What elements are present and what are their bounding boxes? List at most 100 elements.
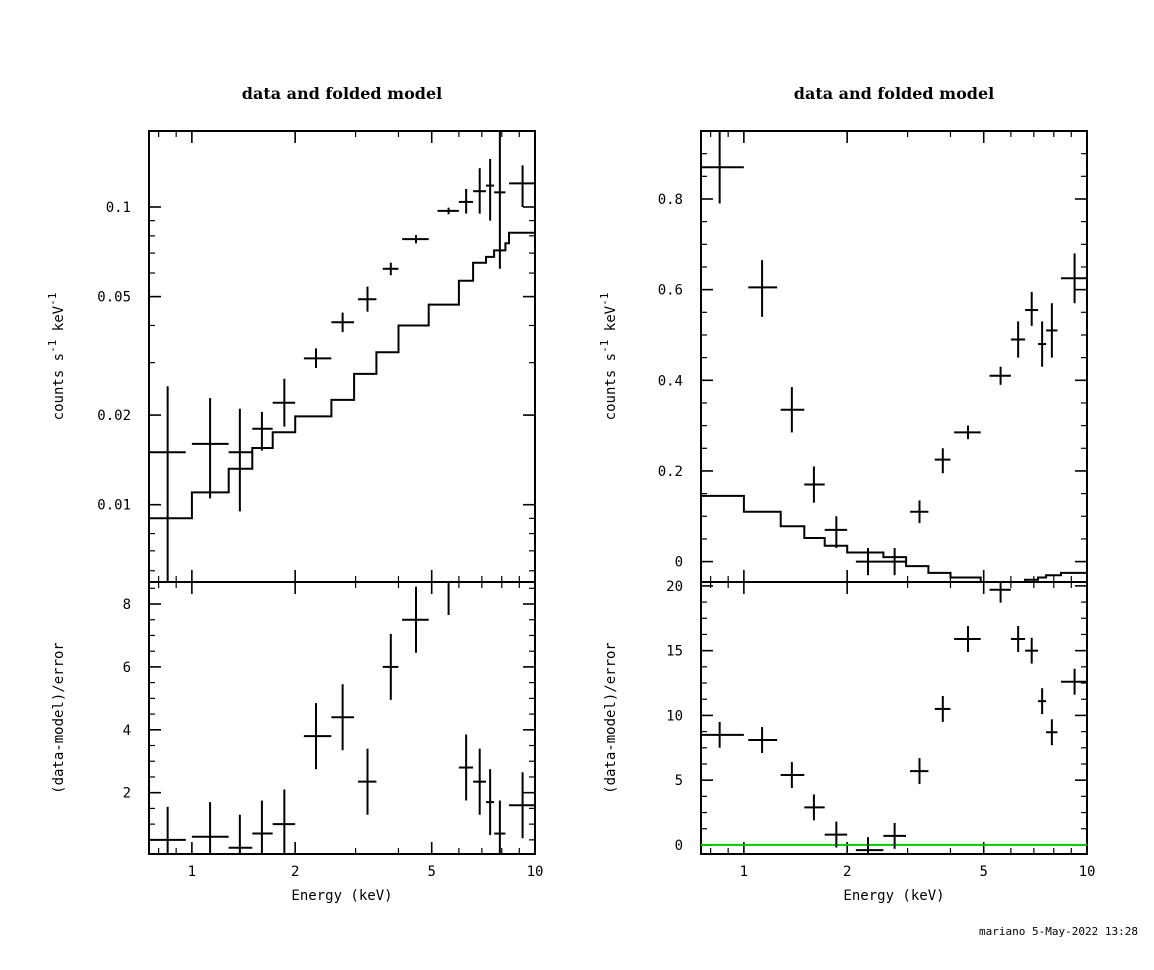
left-top-data-point <box>494 131 506 269</box>
left-bottom-xtick-label: 10 <box>527 864 544 880</box>
right-top-data-point <box>748 260 778 317</box>
left-bottom-data-point <box>149 806 186 854</box>
right-top-data-point <box>855 548 884 576</box>
right-bottom-xtick-label: 1 <box>740 864 748 880</box>
right-top-data-point <box>1010 321 1026 358</box>
right-bottom-data-point <box>780 762 805 788</box>
left-bottom-ytick-label: 2 <box>123 786 131 802</box>
left-top-data-point <box>303 348 332 368</box>
left-bottom-data-point <box>191 802 229 854</box>
left-bottom-data-point <box>509 772 535 839</box>
left-bottom-xtick-label: 5 <box>427 864 435 880</box>
right-bottom-data-point <box>824 821 848 848</box>
right-bottom-data-point <box>1025 637 1039 664</box>
right-bottom-data-point <box>910 758 929 785</box>
right-bottom-xtick-label: 5 <box>979 864 987 880</box>
right-bottom-data-point <box>1046 719 1058 746</box>
right-bottom-ytick-label: 0 <box>675 838 683 854</box>
right-bottom-data-point <box>883 822 907 849</box>
left-top-ylabel: counts s-1 keV-1 <box>46 293 67 421</box>
right-bottom-frame <box>700 581 1088 855</box>
right-bottom-data-point <box>855 837 884 854</box>
left-bottom-data-point <box>494 800 506 854</box>
left-bottom-data-point <box>382 633 399 700</box>
left-top-data-point <box>382 262 399 276</box>
left-top-data-point <box>437 207 459 215</box>
right-bottom-ylabel: (data-model)/error <box>603 642 619 794</box>
right-top-data-point <box>824 516 848 549</box>
left-bottom-ytick-label: 8 <box>123 597 131 613</box>
left-bottom-xlabel: Energy (keV) <box>291 888 392 904</box>
right-top-data-point <box>954 425 981 440</box>
left-top-data-point <box>252 411 273 451</box>
right-top-frame <box>700 130 1088 583</box>
left-top-data-point <box>331 312 355 333</box>
footer-stamp: mariano 5-May-2022 13:28 <box>979 925 1138 938</box>
left-bottom-xtick-label: 2 <box>291 864 299 880</box>
left-top-frame <box>148 130 536 583</box>
left-bottom-data-point <box>272 789 296 854</box>
right-bottom-data-point <box>1061 668 1087 695</box>
left-bottom-data-point <box>486 769 495 836</box>
left-bottom-panel: 1 2 5 10 2 4 6 8 Energy (keV) (data-model)/error <box>51 581 544 904</box>
right-bottom-data-point <box>701 721 744 748</box>
left-top-data-point <box>358 286 377 312</box>
left-bottom-data-point <box>358 748 377 815</box>
right-bottom-ytick-label: 20 <box>666 579 683 595</box>
left-bottom-ytick-label: 6 <box>123 660 131 676</box>
right-top-data-point <box>1061 253 1087 304</box>
right-bottom-data-point <box>1010 626 1026 652</box>
right-top-ytick-label: 0.4 <box>658 373 683 389</box>
right-top-data-point <box>780 387 805 433</box>
right-top-ytick-label: 0.6 <box>658 283 683 299</box>
right-top-model-curve <box>701 494 1087 583</box>
right-top-data-point <box>883 548 907 576</box>
right-bottom-xtick-label: 2 <box>843 864 851 880</box>
right-top-data-point <box>989 366 1011 385</box>
left-bottom-data-point <box>473 748 487 815</box>
right-top-data-point <box>1025 291 1039 326</box>
left-top-data-point <box>191 398 229 499</box>
left-top-data-point <box>473 168 487 214</box>
right-bottom-data-point <box>804 794 825 821</box>
left-bottom-data-point <box>331 684 355 751</box>
left-bottom-data-point <box>402 586 429 653</box>
right-top-data-point <box>701 131 744 204</box>
left-bottom-xtick-label: 1 <box>188 864 196 880</box>
left-bottom-data-point <box>458 734 474 801</box>
left-top-ytick-label: 0.1 <box>106 200 131 216</box>
right-top-panel: 0 0.2 0.4 0.6 0.8 data and folded model counts… <box>598 84 1088 583</box>
left-top-data-point <box>486 158 495 221</box>
left-top-ytick-label: 0.02 <box>97 408 131 424</box>
left-top-data-point <box>458 188 474 214</box>
left-top-panel: 0.01 0.02 0.05 0.1 data and folded model coun… <box>46 84 536 583</box>
left-bottom-ylabel: (data-model)/error <box>51 642 67 794</box>
right-top-ytick-label: 0.8 <box>658 192 683 208</box>
right-bottom-data-point <box>989 582 1011 603</box>
right-top-data-point <box>1038 321 1047 367</box>
left-top-data-point <box>402 235 429 244</box>
right-top-ytick-label: 0.2 <box>658 464 683 480</box>
right-top-data-point <box>1046 303 1058 358</box>
left-top-model-curve <box>149 231 535 520</box>
left-bottom-data-point <box>303 703 332 770</box>
left-top-data-point <box>272 378 296 427</box>
left-bottom-frame <box>148 581 536 855</box>
right-top-data-point <box>934 448 951 474</box>
right-bottom-data-point <box>934 695 951 722</box>
right-bottom-data-point <box>954 626 981 652</box>
right-bottom-ytick-label: 5 <box>675 773 683 789</box>
right-bottom-panel: 1 2 5 10 0 5 10 15 20 Energy (keV) (data-model)/er… <box>603 579 1095 904</box>
left-bottom-data-point <box>228 814 253 854</box>
right-top-title: data and folded model <box>794 84 994 103</box>
left-top-data-point <box>149 386 186 582</box>
left-top-data-point <box>509 165 535 207</box>
right-top-data-point <box>910 500 929 524</box>
right-top-data-point <box>804 466 825 503</box>
right-top-ylabel: counts s-1 keV-1 <box>598 293 619 421</box>
right-bottom-data-point <box>1038 688 1047 715</box>
left-top-title: data and folded model <box>242 84 442 103</box>
left-bottom-data-point <box>252 800 273 854</box>
left-top-data-point <box>228 408 253 512</box>
